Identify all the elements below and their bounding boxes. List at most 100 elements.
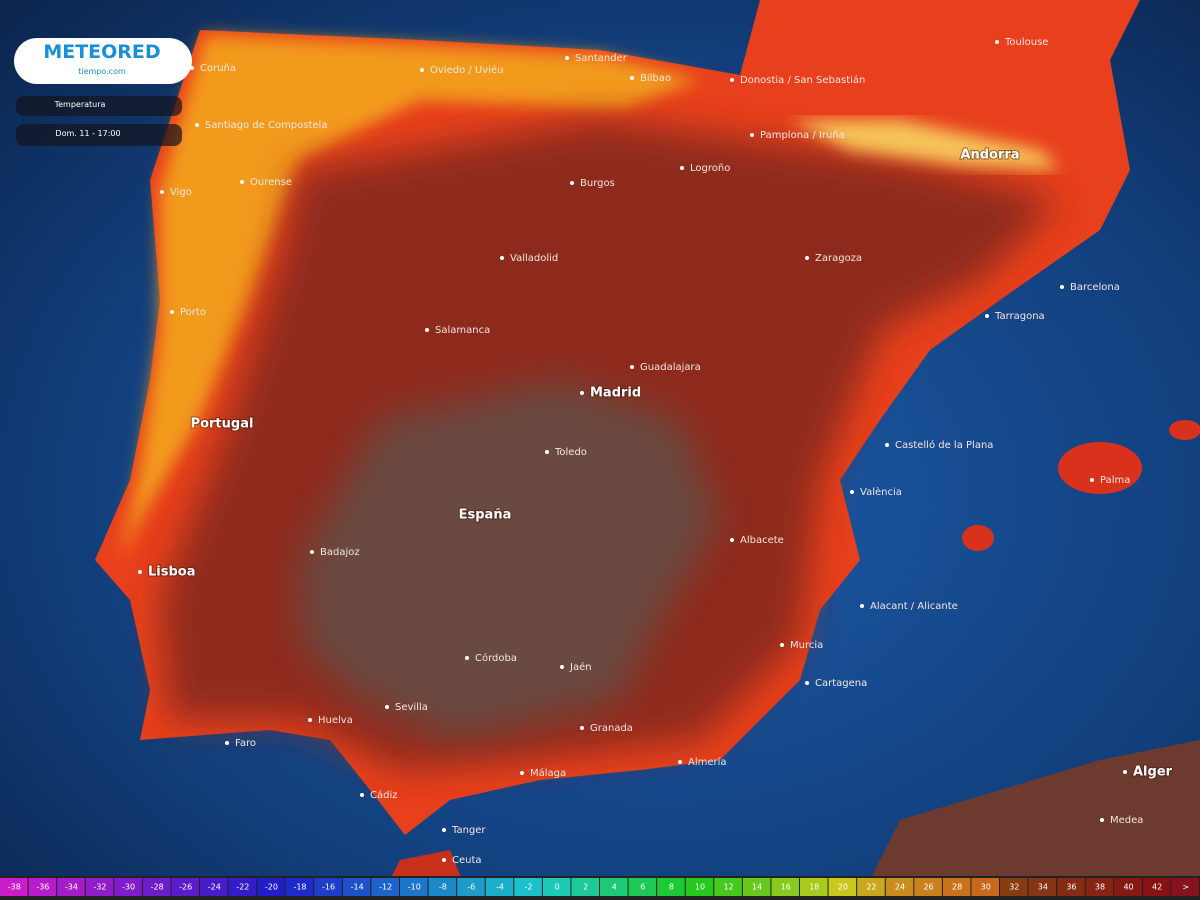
city-label: Sevilla xyxy=(395,702,428,713)
city-label: Málaga xyxy=(530,767,566,779)
city-dot xyxy=(730,538,734,542)
legend-label: -30 xyxy=(122,883,135,892)
city-label: Bilbao xyxy=(640,73,671,84)
legend-cell xyxy=(1000,878,1028,896)
city-dot xyxy=(170,310,174,314)
city-label: Cartagena xyxy=(815,678,867,689)
layer-pill[interactable] xyxy=(16,96,182,116)
city-label: Huelva xyxy=(318,715,353,726)
city-dot xyxy=(1123,770,1127,774)
city-label: Badajoz xyxy=(320,547,360,558)
legend-label: -4 xyxy=(496,883,504,892)
city-dot xyxy=(500,256,504,260)
country-label: Andorra xyxy=(960,148,1019,163)
city-dot xyxy=(580,726,584,730)
city-dot xyxy=(1060,285,1064,289)
city-label: Ceuta xyxy=(452,855,482,866)
city-dot xyxy=(565,56,569,60)
city-label: Toulouse xyxy=(1004,37,1048,48)
city-label: Jaén xyxy=(569,661,592,673)
labels: Portugal España Andorra Coruña Oviedo / Uvié… xyxy=(138,37,1174,866)
logo: METEORED xyxy=(43,41,160,63)
legend-label: -20 xyxy=(265,883,278,892)
legend-cell xyxy=(971,878,999,896)
city-label: Burgos xyxy=(580,178,615,189)
country-label: Portugal xyxy=(191,417,254,432)
legend-cell xyxy=(371,878,399,896)
city-dot xyxy=(570,181,574,185)
legend-label: 10 xyxy=(695,883,705,892)
menorca xyxy=(1169,420,1200,440)
city-label: Faro xyxy=(235,738,256,749)
city-dot xyxy=(985,314,989,318)
legend-label: -12 xyxy=(379,883,392,892)
legend-cell xyxy=(400,878,428,896)
legend-cell xyxy=(800,878,828,896)
city-label: Cádiz xyxy=(370,789,398,801)
city-label: Alacant / Alicante xyxy=(870,601,958,612)
city-dot xyxy=(520,771,524,775)
city-label: Almería xyxy=(688,756,727,768)
legend-cell xyxy=(571,878,599,896)
legend-label: -14 xyxy=(351,883,364,892)
legend-label: 32 xyxy=(1009,883,1019,892)
city-dot xyxy=(385,705,389,709)
legend-label: 26 xyxy=(923,883,933,892)
legend-label: -38 xyxy=(8,883,21,892)
city-dot xyxy=(420,68,424,72)
legend-label: -6 xyxy=(467,883,475,892)
time-pill[interactable] xyxy=(16,124,182,146)
city-dot xyxy=(308,718,312,722)
city-label: Tarragona xyxy=(994,311,1045,322)
city-label: Guadalajara xyxy=(640,362,701,373)
legend-cell xyxy=(1028,878,1057,896)
city-dot xyxy=(630,365,634,369)
legend-label: 34 xyxy=(1038,883,1048,892)
city-dot xyxy=(850,490,854,494)
legend-label: -10 xyxy=(408,883,421,892)
city-dot xyxy=(1100,818,1104,822)
legend-cell xyxy=(828,878,857,896)
legend-cell xyxy=(1171,878,1199,896)
legend-cell xyxy=(657,878,685,896)
legend-cell xyxy=(1057,878,1085,896)
city-label: València xyxy=(860,486,902,498)
city-dot xyxy=(680,166,684,170)
legend-label: -18 xyxy=(293,883,306,892)
legend-label: 42 xyxy=(1152,883,1162,892)
legend-label: 28 xyxy=(952,883,962,892)
legend-cell xyxy=(57,878,85,896)
legend-label: -26 xyxy=(179,883,192,892)
hottest-core xyxy=(300,380,720,740)
city-dot xyxy=(160,190,164,194)
city-label: Lisboa xyxy=(148,565,196,580)
legend-cell xyxy=(485,878,514,896)
legend-cell xyxy=(114,878,142,896)
city-dot xyxy=(310,550,314,554)
legend-cell xyxy=(228,878,257,896)
city-dot xyxy=(560,665,564,669)
city-dot xyxy=(580,391,584,395)
legend-label: 22 xyxy=(866,883,876,892)
legend-label: 16 xyxy=(781,883,791,892)
city-dot xyxy=(360,793,364,797)
legend-label: 38 xyxy=(1095,883,1105,892)
city-label: Santander xyxy=(575,53,628,64)
city-dot xyxy=(885,443,889,447)
legend-label: 14 xyxy=(752,883,762,892)
legend-cell xyxy=(0,878,28,896)
city-label: Ourense xyxy=(250,177,292,188)
legend-label: -36 xyxy=(36,883,49,892)
warm-north xyxy=(120,35,700,560)
legend-cell xyxy=(28,878,57,896)
legend-cell xyxy=(600,878,628,896)
city-label: Vigo xyxy=(170,187,192,198)
city-dot xyxy=(678,760,682,764)
logo-box xyxy=(14,38,192,84)
city-dot xyxy=(225,741,229,745)
legend-label: 40 xyxy=(1123,883,1133,892)
city-dot xyxy=(1090,478,1094,482)
city-label: Porto xyxy=(180,307,206,318)
